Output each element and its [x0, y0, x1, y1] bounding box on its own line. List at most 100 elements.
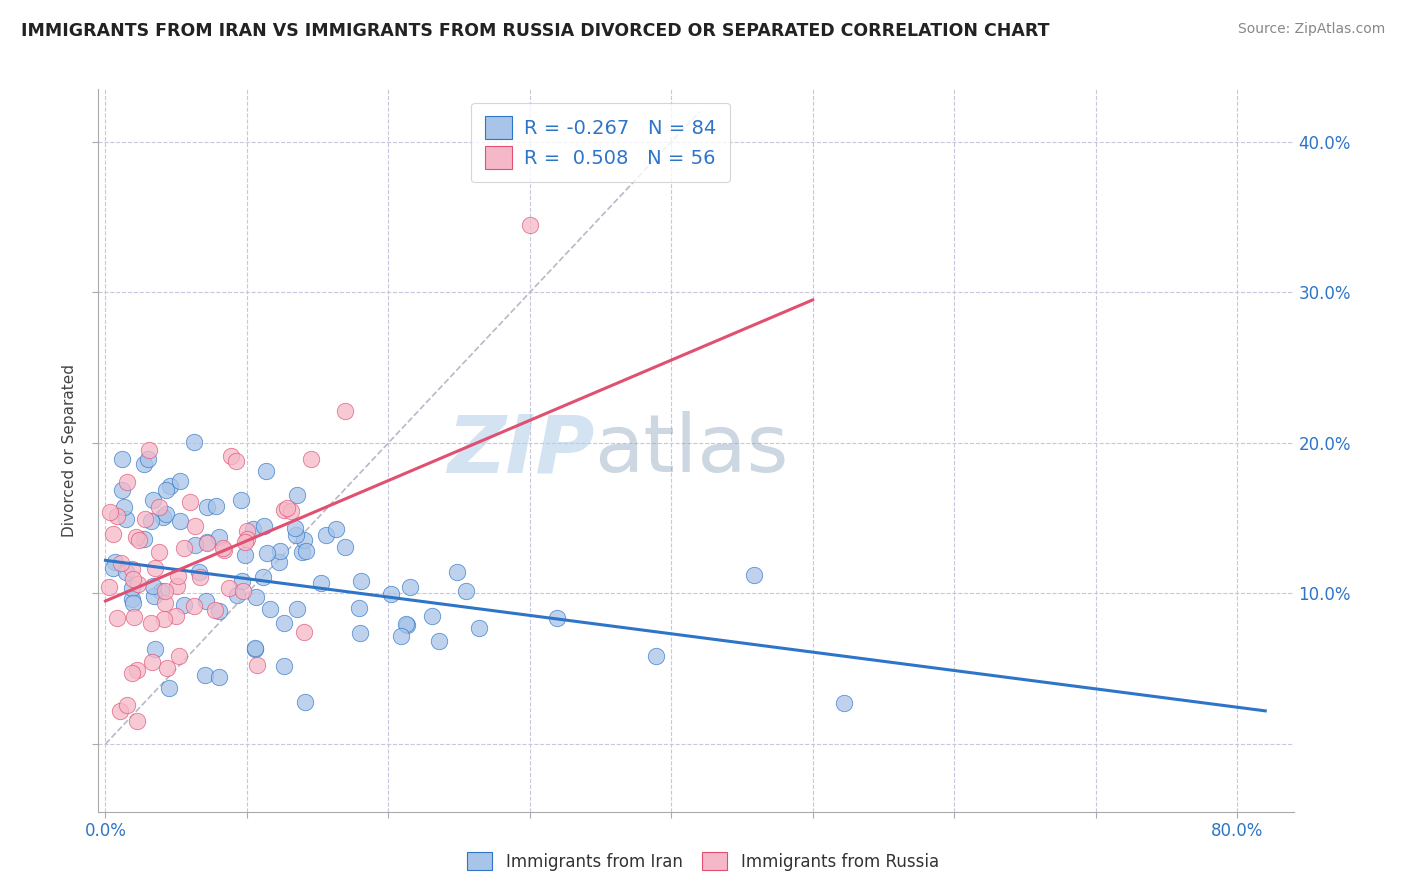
Point — [456, 584, 478, 599]
Point — [127, 577, 149, 591]
Point — [121, 596, 143, 610]
Point — [832, 696, 855, 710]
Point — [183, 599, 205, 613]
Point — [183, 434, 205, 449]
Point — [169, 514, 191, 528]
Point — [246, 657, 269, 672]
Point — [284, 521, 307, 535]
Point — [117, 475, 139, 490]
Text: IMMIGRANTS FROM IRAN VS IMMIGRANTS FROM RUSSIA DIVORCED OR SEPARATED CORRELATION: IMMIGRANTS FROM IRAN VS IMMIGRANTS FROM … — [21, 22, 1050, 40]
Point — [149, 583, 172, 598]
Point — [148, 500, 170, 514]
Point — [292, 533, 315, 547]
Point — [115, 565, 138, 579]
Point — [187, 565, 209, 579]
Point — [267, 555, 290, 569]
Point — [156, 661, 179, 675]
Point — [233, 548, 256, 562]
Point — [420, 608, 443, 623]
Point — [389, 629, 412, 643]
Point — [398, 580, 420, 594]
Point — [232, 583, 254, 598]
Point — [742, 567, 765, 582]
Point — [110, 556, 132, 570]
Point — [112, 500, 135, 514]
Text: atlas: atlas — [595, 411, 789, 490]
Point — [155, 596, 177, 610]
Point — [157, 681, 180, 695]
Point — [644, 649, 666, 664]
Point — [115, 698, 138, 712]
Point — [254, 464, 277, 478]
Point — [243, 642, 266, 657]
Point — [195, 534, 218, 549]
Point — [122, 609, 145, 624]
Point — [299, 452, 322, 467]
Point — [335, 540, 357, 554]
Point — [153, 584, 176, 599]
Point — [124, 531, 146, 545]
Point — [204, 603, 226, 617]
Point — [165, 608, 187, 623]
Point — [179, 494, 201, 508]
Point — [110, 483, 132, 497]
Point — [121, 592, 143, 607]
Point — [110, 704, 132, 718]
Point — [183, 538, 205, 552]
Point — [285, 488, 308, 502]
Point — [295, 544, 318, 558]
Point — [212, 541, 235, 556]
Point — [136, 452, 159, 467]
Point — [195, 594, 218, 608]
Point — [235, 534, 257, 549]
Point — [380, 587, 402, 601]
Point — [141, 655, 163, 669]
Point — [142, 493, 165, 508]
Point — [350, 574, 373, 589]
Point — [142, 579, 165, 593]
Point — [97, 580, 120, 594]
Point — [121, 582, 143, 596]
Point — [208, 530, 231, 544]
Point — [231, 493, 253, 508]
Point — [190, 570, 212, 584]
Point — [194, 668, 217, 682]
Point — [427, 634, 450, 648]
Point — [349, 626, 371, 640]
Point — [143, 561, 166, 575]
Point — [218, 581, 240, 595]
Point — [121, 562, 143, 576]
Point — [98, 505, 121, 519]
Point — [325, 522, 347, 536]
Point — [235, 524, 257, 538]
Point — [141, 615, 163, 630]
Point — [195, 500, 218, 514]
Point — [546, 611, 568, 625]
Point — [273, 659, 295, 673]
Point — [125, 663, 148, 677]
Legend: Immigrants from Iran, Immigrants from Russia: Immigrants from Iran, Immigrants from Ru… — [458, 844, 948, 880]
Point — [105, 611, 128, 625]
Point — [104, 555, 127, 569]
Point — [127, 714, 149, 728]
Point — [173, 599, 195, 613]
Point — [166, 579, 188, 593]
Point — [128, 533, 150, 547]
Point — [169, 474, 191, 488]
Point — [252, 569, 274, 583]
Point — [231, 574, 253, 588]
Point — [155, 483, 177, 498]
Point — [276, 501, 298, 516]
Point — [446, 565, 468, 579]
Point — [205, 499, 228, 513]
Point — [219, 450, 242, 464]
Point — [105, 509, 128, 524]
Point — [294, 695, 316, 709]
Point — [269, 543, 291, 558]
Point — [148, 545, 170, 559]
Point — [285, 602, 308, 616]
Point — [138, 442, 160, 457]
Point — [291, 545, 314, 559]
Point — [208, 670, 231, 684]
Point — [134, 457, 156, 471]
